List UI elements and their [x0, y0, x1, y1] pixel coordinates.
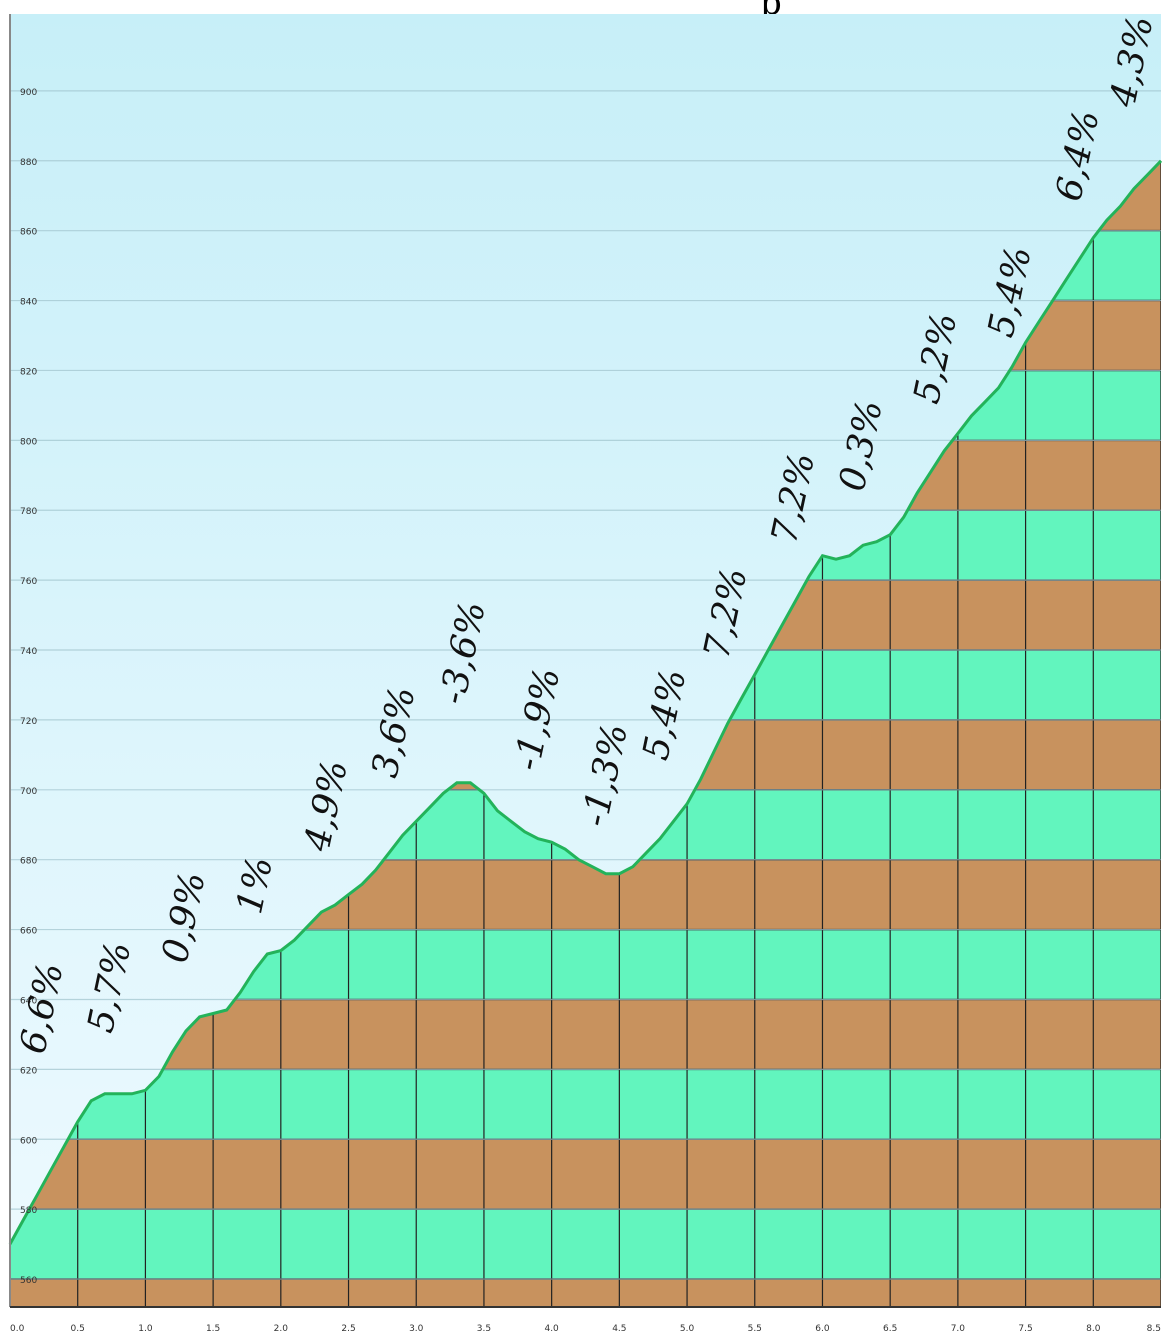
x-tick-label: 3.5: [477, 1324, 491, 1334]
y-tick-label: 800: [20, 437, 37, 447]
x-tick-label: 0.0: [10, 1324, 25, 1334]
horizontal-gridlines: [10, 90, 1161, 1280]
terrain-band: [10, 1279, 1161, 1307]
y-tick-label: 620: [20, 1066, 37, 1076]
terrain-band: [10, 1069, 1161, 1140]
x-tick-label: 1.5: [206, 1324, 220, 1334]
x-tick-label: 2.5: [341, 1324, 355, 1334]
x-tick-label: 8.0: [1086, 1324, 1101, 1334]
y-tick-label: 640: [20, 996, 37, 1006]
terrain-band: [10, 1209, 1161, 1280]
y-tick-label: 780: [20, 507, 37, 517]
terrain-band: [10, 1139, 1161, 1210]
x-tick-label: 6.0: [815, 1324, 830, 1334]
x-tick-label: 5.0: [680, 1324, 695, 1334]
y-tick-label: 840: [20, 298, 37, 308]
x-tick-label: 5.5: [748, 1324, 762, 1334]
y-tick-label: 860: [20, 228, 37, 238]
x-tick-label: 7.0: [951, 1324, 966, 1334]
y-tick-label: 660: [20, 927, 37, 937]
y-tick-label: 900: [20, 88, 37, 98]
y-tick-label: 580: [20, 1206, 37, 1216]
x-tick-label: 1.0: [138, 1324, 153, 1334]
y-tick-label: 680: [20, 857, 37, 867]
y-tick-label: 600: [20, 1136, 37, 1146]
y-tick-label: 760: [20, 577, 37, 587]
x-tick-label: 4.0: [544, 1324, 559, 1334]
y-tick-label: 820: [20, 367, 37, 377]
x-tick-label: 6.5: [883, 1324, 897, 1334]
y-tick-labels: 560 580 600 620 640 660 680 700 720 740 760 780 800 8…: [20, 88, 37, 1286]
x-tick-label: 0.5: [71, 1324, 85, 1334]
elevation-profile-line: [8, 159, 1163, 1245]
y-tick-label: 740: [20, 647, 37, 657]
x-tick-labels: 0.0 0.5 1.0 1.5 2.0 2.5 3.0 3.5 4.0 4.5 5.0 5.5 6.0 6…: [10, 1324, 1161, 1334]
x-tick-label: 2.0: [274, 1324, 289, 1334]
x-tick-label: 4.5: [612, 1324, 626, 1334]
y-tick-label: 880: [20, 158, 37, 168]
y-tick-label: 560: [20, 1276, 37, 1286]
y-tick-label: 720: [20, 717, 37, 727]
x-tick-label: 7.5: [1018, 1324, 1032, 1334]
x-tick-label: 8.5: [1147, 1324, 1161, 1334]
y-tick-label: 700: [20, 787, 37, 797]
x-tick-label: 3.0: [409, 1324, 424, 1334]
